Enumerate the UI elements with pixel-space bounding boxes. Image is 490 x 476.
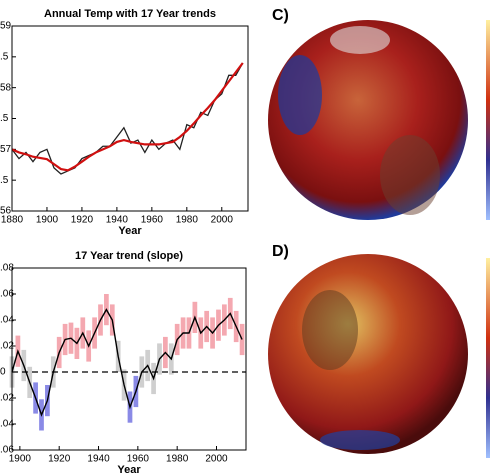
panel-label: D) bbox=[272, 243, 289, 260]
x-tick-label: 1940 bbox=[87, 454, 110, 465]
x-tick-label: 1900 bbox=[36, 215, 59, 226]
x-tick-label: 1960 bbox=[127, 454, 150, 465]
x-tick-label: 1980 bbox=[176, 215, 199, 226]
y-tick-label: .02 bbox=[0, 341, 14, 352]
data-line bbox=[11, 62, 244, 172]
y-tick-label: .5 bbox=[0, 51, 9, 62]
y-tick-label: 58 bbox=[0, 82, 12, 93]
x-tick-label: 2000 bbox=[205, 454, 228, 465]
y-tick-label: .5 bbox=[0, 113, 9, 124]
plot-frame bbox=[11, 267, 247, 451]
y-tick-label: .06 bbox=[0, 445, 14, 456]
x-tick-label: 1960 bbox=[141, 215, 164, 226]
x-axis-label: Year bbox=[118, 225, 142, 237]
colorbar bbox=[486, 20, 490, 220]
globe-d bbox=[268, 254, 468, 454]
x-tick-label: 2000 bbox=[211, 215, 234, 226]
x-tick-label: 1900 bbox=[9, 454, 32, 465]
y-tick-label: 0 bbox=[0, 367, 6, 378]
globe-c bbox=[268, 20, 468, 220]
x-tick-label: 1920 bbox=[48, 454, 71, 465]
y-tick-label: 57 bbox=[0, 144, 12, 155]
x-tick-label: 1880 bbox=[1, 215, 24, 226]
chart-title: Annual Temp with 17 Year trends bbox=[44, 8, 216, 20]
y-tick-label: .08 bbox=[0, 263, 14, 274]
y-tick-label: .02 bbox=[0, 393, 14, 404]
y-tick-label: .06 bbox=[0, 289, 14, 300]
x-tick-label: 1920 bbox=[71, 215, 94, 226]
chart-title: 17 Year trend (slope) bbox=[75, 250, 183, 262]
colorbar bbox=[486, 258, 490, 458]
y-tick-label: .5 bbox=[0, 175, 9, 186]
data-line bbox=[11, 308, 243, 417]
y-tick-label: 56 bbox=[0, 206, 12, 217]
y-tick-label: .04 bbox=[0, 419, 14, 430]
x-tick-label: 1980 bbox=[166, 454, 189, 465]
y-tick-label: 59 bbox=[0, 21, 12, 32]
x-axis-label: Year bbox=[117, 464, 141, 476]
panel-label: C) bbox=[272, 7, 289, 24]
data-line bbox=[11, 62, 244, 175]
y-tick-label: .04 bbox=[0, 315, 14, 326]
plot-frame bbox=[11, 25, 249, 212]
x-tick-label: 1940 bbox=[106, 215, 129, 226]
